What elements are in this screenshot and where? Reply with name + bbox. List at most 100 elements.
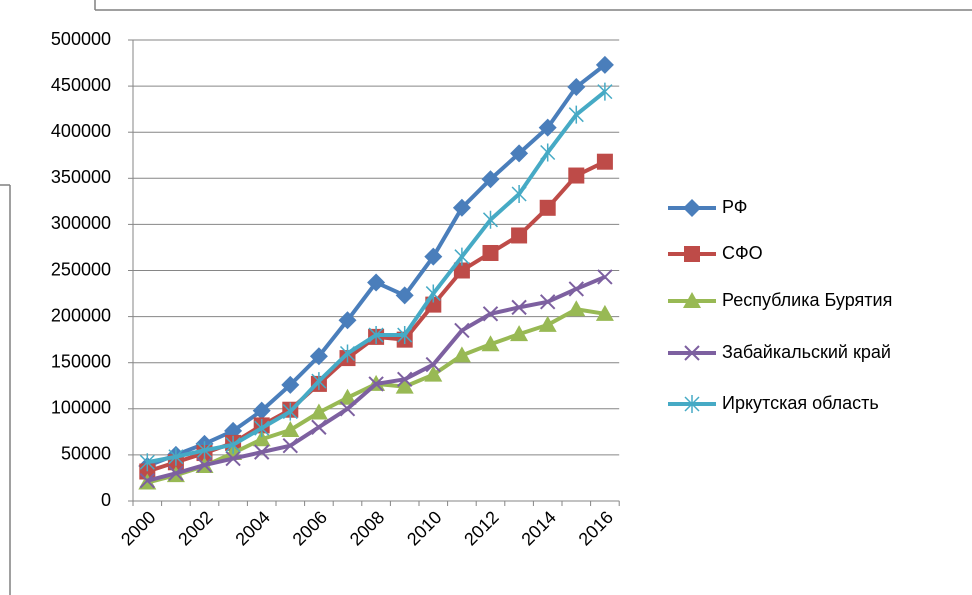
marker [424, 365, 443, 382]
marker [139, 453, 155, 472]
series [139, 269, 613, 489]
marker [196, 441, 213, 460]
marker [568, 167, 585, 184]
legend-label: РФ [722, 197, 748, 217]
marker [425, 284, 441, 303]
series [139, 82, 613, 472]
y-tick-label: 150000 [51, 351, 111, 371]
marker [596, 153, 613, 170]
marker [396, 371, 413, 388]
x-tick-label: 2008 [346, 507, 388, 549]
x-tick-label: 2002 [174, 507, 216, 549]
marker [684, 395, 700, 413]
y-tick-label: 400000 [51, 121, 111, 141]
x-tick-label: 2014 [517, 507, 559, 549]
marker [683, 292, 701, 308]
marker [424, 247, 443, 266]
marker [567, 78, 586, 97]
marker [281, 421, 300, 438]
y-tick-label: 200000 [51, 305, 111, 325]
marker [139, 473, 156, 489]
y-tick-label: 50000 [61, 444, 111, 464]
marker [597, 82, 613, 101]
y-tick-label: 0 [101, 490, 111, 510]
marker [540, 143, 556, 162]
marker [482, 210, 499, 229]
marker [311, 419, 327, 435]
series [138, 55, 614, 475]
marker [538, 118, 557, 137]
marker [539, 294, 556, 310]
legend-label: Республика Бурятия [722, 290, 892, 310]
marker [511, 299, 527, 316]
marker [168, 465, 184, 482]
marker [425, 356, 442, 373]
marker [368, 326, 384, 345]
marker [282, 402, 298, 421]
marker [397, 326, 413, 345]
x-tick-label: 2004 [231, 507, 273, 549]
marker [595, 304, 614, 321]
marker [254, 419, 270, 438]
marker [454, 247, 470, 266]
marker [539, 199, 556, 216]
series-line [146, 63, 607, 468]
marker [595, 55, 614, 74]
y-tick-label: 100000 [51, 398, 111, 418]
marker [482, 244, 499, 261]
marker [309, 403, 328, 420]
x-tick-label: 2016 [575, 507, 617, 549]
marker [481, 170, 500, 189]
marker [597, 269, 613, 285]
y-tick-label: 450000 [51, 75, 111, 95]
legend-label: СФО [722, 243, 763, 263]
marker [395, 286, 414, 305]
marker [367, 273, 386, 292]
marker [281, 375, 300, 394]
x-tick-label: 2010 [403, 507, 445, 549]
marker [511, 227, 528, 244]
marker [454, 322, 470, 339]
legend-label: Иркутская область [722, 393, 879, 413]
marker [511, 184, 527, 203]
marker [338, 388, 357, 405]
marker [309, 347, 328, 366]
marker [368, 376, 384, 392]
x-tick-label: 2012 [460, 507, 502, 549]
marker [282, 437, 299, 454]
y-tick-label: 250000 [51, 259, 111, 279]
marker [567, 300, 586, 317]
x-tick-label: 2006 [289, 507, 331, 549]
marker [453, 262, 470, 279]
marker [538, 315, 557, 332]
marker [510, 144, 529, 163]
marker [252, 430, 271, 447]
marker [196, 457, 213, 473]
marker [482, 306, 499, 322]
marker [338, 311, 357, 330]
y-tick-label: 300000 [51, 213, 111, 233]
marker [225, 435, 241, 454]
marker [168, 447, 184, 466]
marker [339, 401, 356, 417]
marker [339, 344, 356, 363]
marker [684, 246, 700, 262]
marker [683, 199, 701, 217]
legend-label: Забайкальский край [722, 342, 891, 362]
marker [452, 346, 471, 363]
marker [452, 198, 471, 217]
marker [395, 377, 414, 394]
x-tick-label: 2000 [117, 507, 159, 549]
y-tick-label: 500000 [51, 29, 111, 49]
marker [684, 345, 700, 361]
marker [568, 105, 584, 124]
marker [481, 335, 500, 352]
marker [225, 450, 241, 467]
marker [253, 444, 270, 460]
marker [311, 372, 327, 391]
marker [568, 281, 585, 297]
marker [252, 401, 271, 420]
y-tick-label: 350000 [51, 167, 111, 187]
